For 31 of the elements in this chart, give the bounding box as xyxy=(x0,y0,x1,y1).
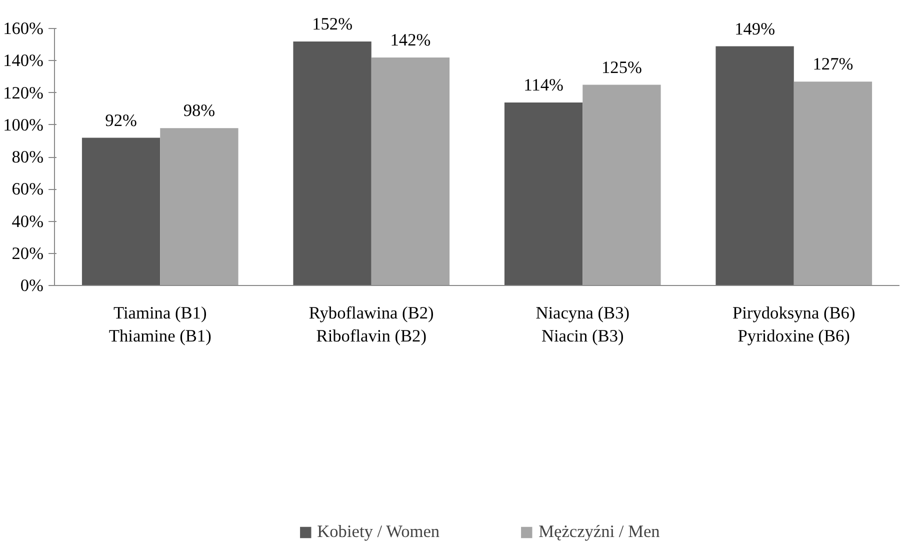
y-tick-label: 60% xyxy=(12,180,44,199)
legend-label: Kobiety / Women xyxy=(317,522,440,542)
bar xyxy=(160,128,238,286)
x-tick-label: Niacyna (B3) Niacin (B3) xyxy=(536,304,630,346)
bar xyxy=(504,102,583,286)
data-label: 114% xyxy=(524,75,564,94)
y-tick-label: 140% xyxy=(3,51,44,70)
legend-label: Mężczyźni / Men xyxy=(538,522,660,542)
bar xyxy=(293,41,372,286)
bar xyxy=(371,58,450,286)
y-tick-label: 80% xyxy=(12,148,44,167)
x-tick-label: Ryboflawina (B2) Riboflavin (B2) xyxy=(308,304,434,346)
bar xyxy=(716,46,794,286)
data-label: 98% xyxy=(183,101,216,120)
y-tick-label: 0% xyxy=(20,276,44,295)
data-label: 149% xyxy=(734,19,776,38)
bar xyxy=(582,84,661,286)
y-tick-label: 20% xyxy=(12,244,44,263)
y-tick-label: 40% xyxy=(12,212,44,231)
y-tick-label: 160% xyxy=(3,19,44,38)
data-label: 152% xyxy=(312,14,353,34)
x-tick-label: Pirydoksyna (B6) Pyridoxine (B6) xyxy=(732,304,856,346)
y-tick-label: 120% xyxy=(3,83,44,102)
data-label: 127% xyxy=(812,54,854,74)
data-label: 125% xyxy=(601,58,642,77)
data-label: 92% xyxy=(105,110,137,130)
data-label: 142% xyxy=(390,30,431,50)
bar xyxy=(794,82,872,286)
y-tick-label: 100% xyxy=(3,115,44,134)
bar xyxy=(82,138,160,286)
x-tick-label: Tiamina (B1) Thiamine (B1) xyxy=(108,304,212,346)
